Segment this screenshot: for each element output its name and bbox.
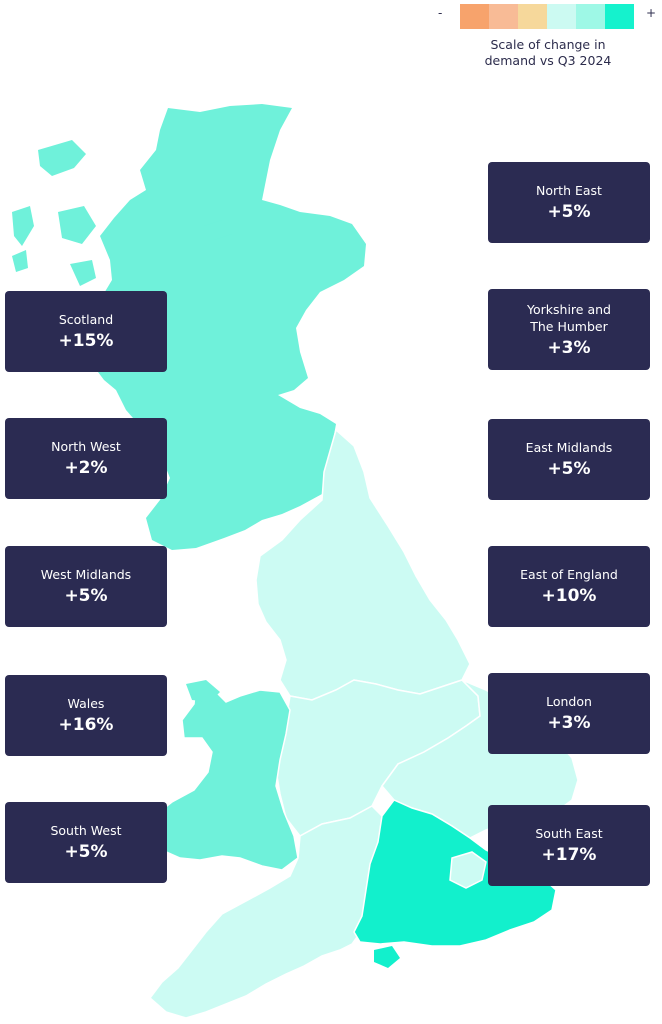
region-name: Yorkshire and The Humber [527, 301, 611, 334]
region-name: Scotland [58, 312, 114, 327]
region-name: South East [535, 826, 603, 841]
region-box-scotland: Scotland +15% [5, 291, 167, 372]
region-shape-london [449, 851, 487, 889]
region-name: East of England [520, 567, 618, 582]
region-name: North West [51, 439, 121, 454]
region-box-south-west: South West +5% [5, 802, 167, 883]
region-box-west-midlands: West Midlands +5% [5, 546, 167, 627]
region-box-south-east: South East +17% [488, 805, 650, 886]
region-value: +5% [64, 842, 108, 862]
legend-swatch [460, 4, 489, 29]
region-box-london: London +3% [488, 673, 650, 754]
region-box-north-east: North East +5% [488, 162, 650, 243]
legend-swatch [576, 4, 605, 29]
legend-swatch [605, 4, 634, 29]
region-value: +5% [547, 459, 591, 479]
region-name: North East [536, 183, 602, 198]
island-shape [58, 206, 96, 244]
region-name: East Midlands [525, 440, 613, 455]
region-value: +3% [547, 713, 591, 733]
island-shape-anglesey [186, 680, 220, 702]
legend-plus-label: + [646, 6, 657, 20]
region-value: +16% [58, 715, 114, 735]
region-name: South West [50, 823, 122, 838]
region-box-wales: Wales +16% [5, 675, 167, 756]
legend-swatch [518, 4, 547, 29]
region-value: +5% [547, 202, 591, 222]
island-shape [12, 250, 28, 272]
region-shape-wales [147, 682, 299, 871]
region-value: +5% [64, 586, 108, 606]
region-value: +3% [547, 337, 591, 358]
island-shape [204, 220, 232, 240]
region-value: +2% [64, 458, 108, 478]
region-box-north-west: North West +2% [5, 418, 167, 499]
legend-caption: Scale of change in demand vs Q3 2024 [484, 37, 612, 68]
region-box-yorkshire: Yorkshire and The Humber +3% [488, 289, 650, 370]
region-box-east-of-england: East of England +10% [488, 546, 650, 627]
island-shape [70, 260, 96, 286]
region-value: +15% [58, 331, 114, 351]
legend: - + Scale of change in demand vs Q3 2024 [430, 0, 662, 80]
island-shape [38, 140, 86, 176]
island-shape [12, 206, 34, 246]
region-value: +17% [541, 845, 597, 865]
region-name: Wales [67, 696, 105, 711]
island-shape-isle-of-wight [374, 946, 400, 968]
region-value: +10% [541, 586, 597, 606]
region-box-east-midlands: East Midlands +5% [488, 419, 650, 500]
region-name: West Midlands [40, 567, 132, 582]
legend-minus-label: - [438, 6, 443, 20]
legend-swatch [489, 4, 518, 29]
legend-swatch [547, 4, 576, 29]
region-name: London [546, 694, 592, 709]
